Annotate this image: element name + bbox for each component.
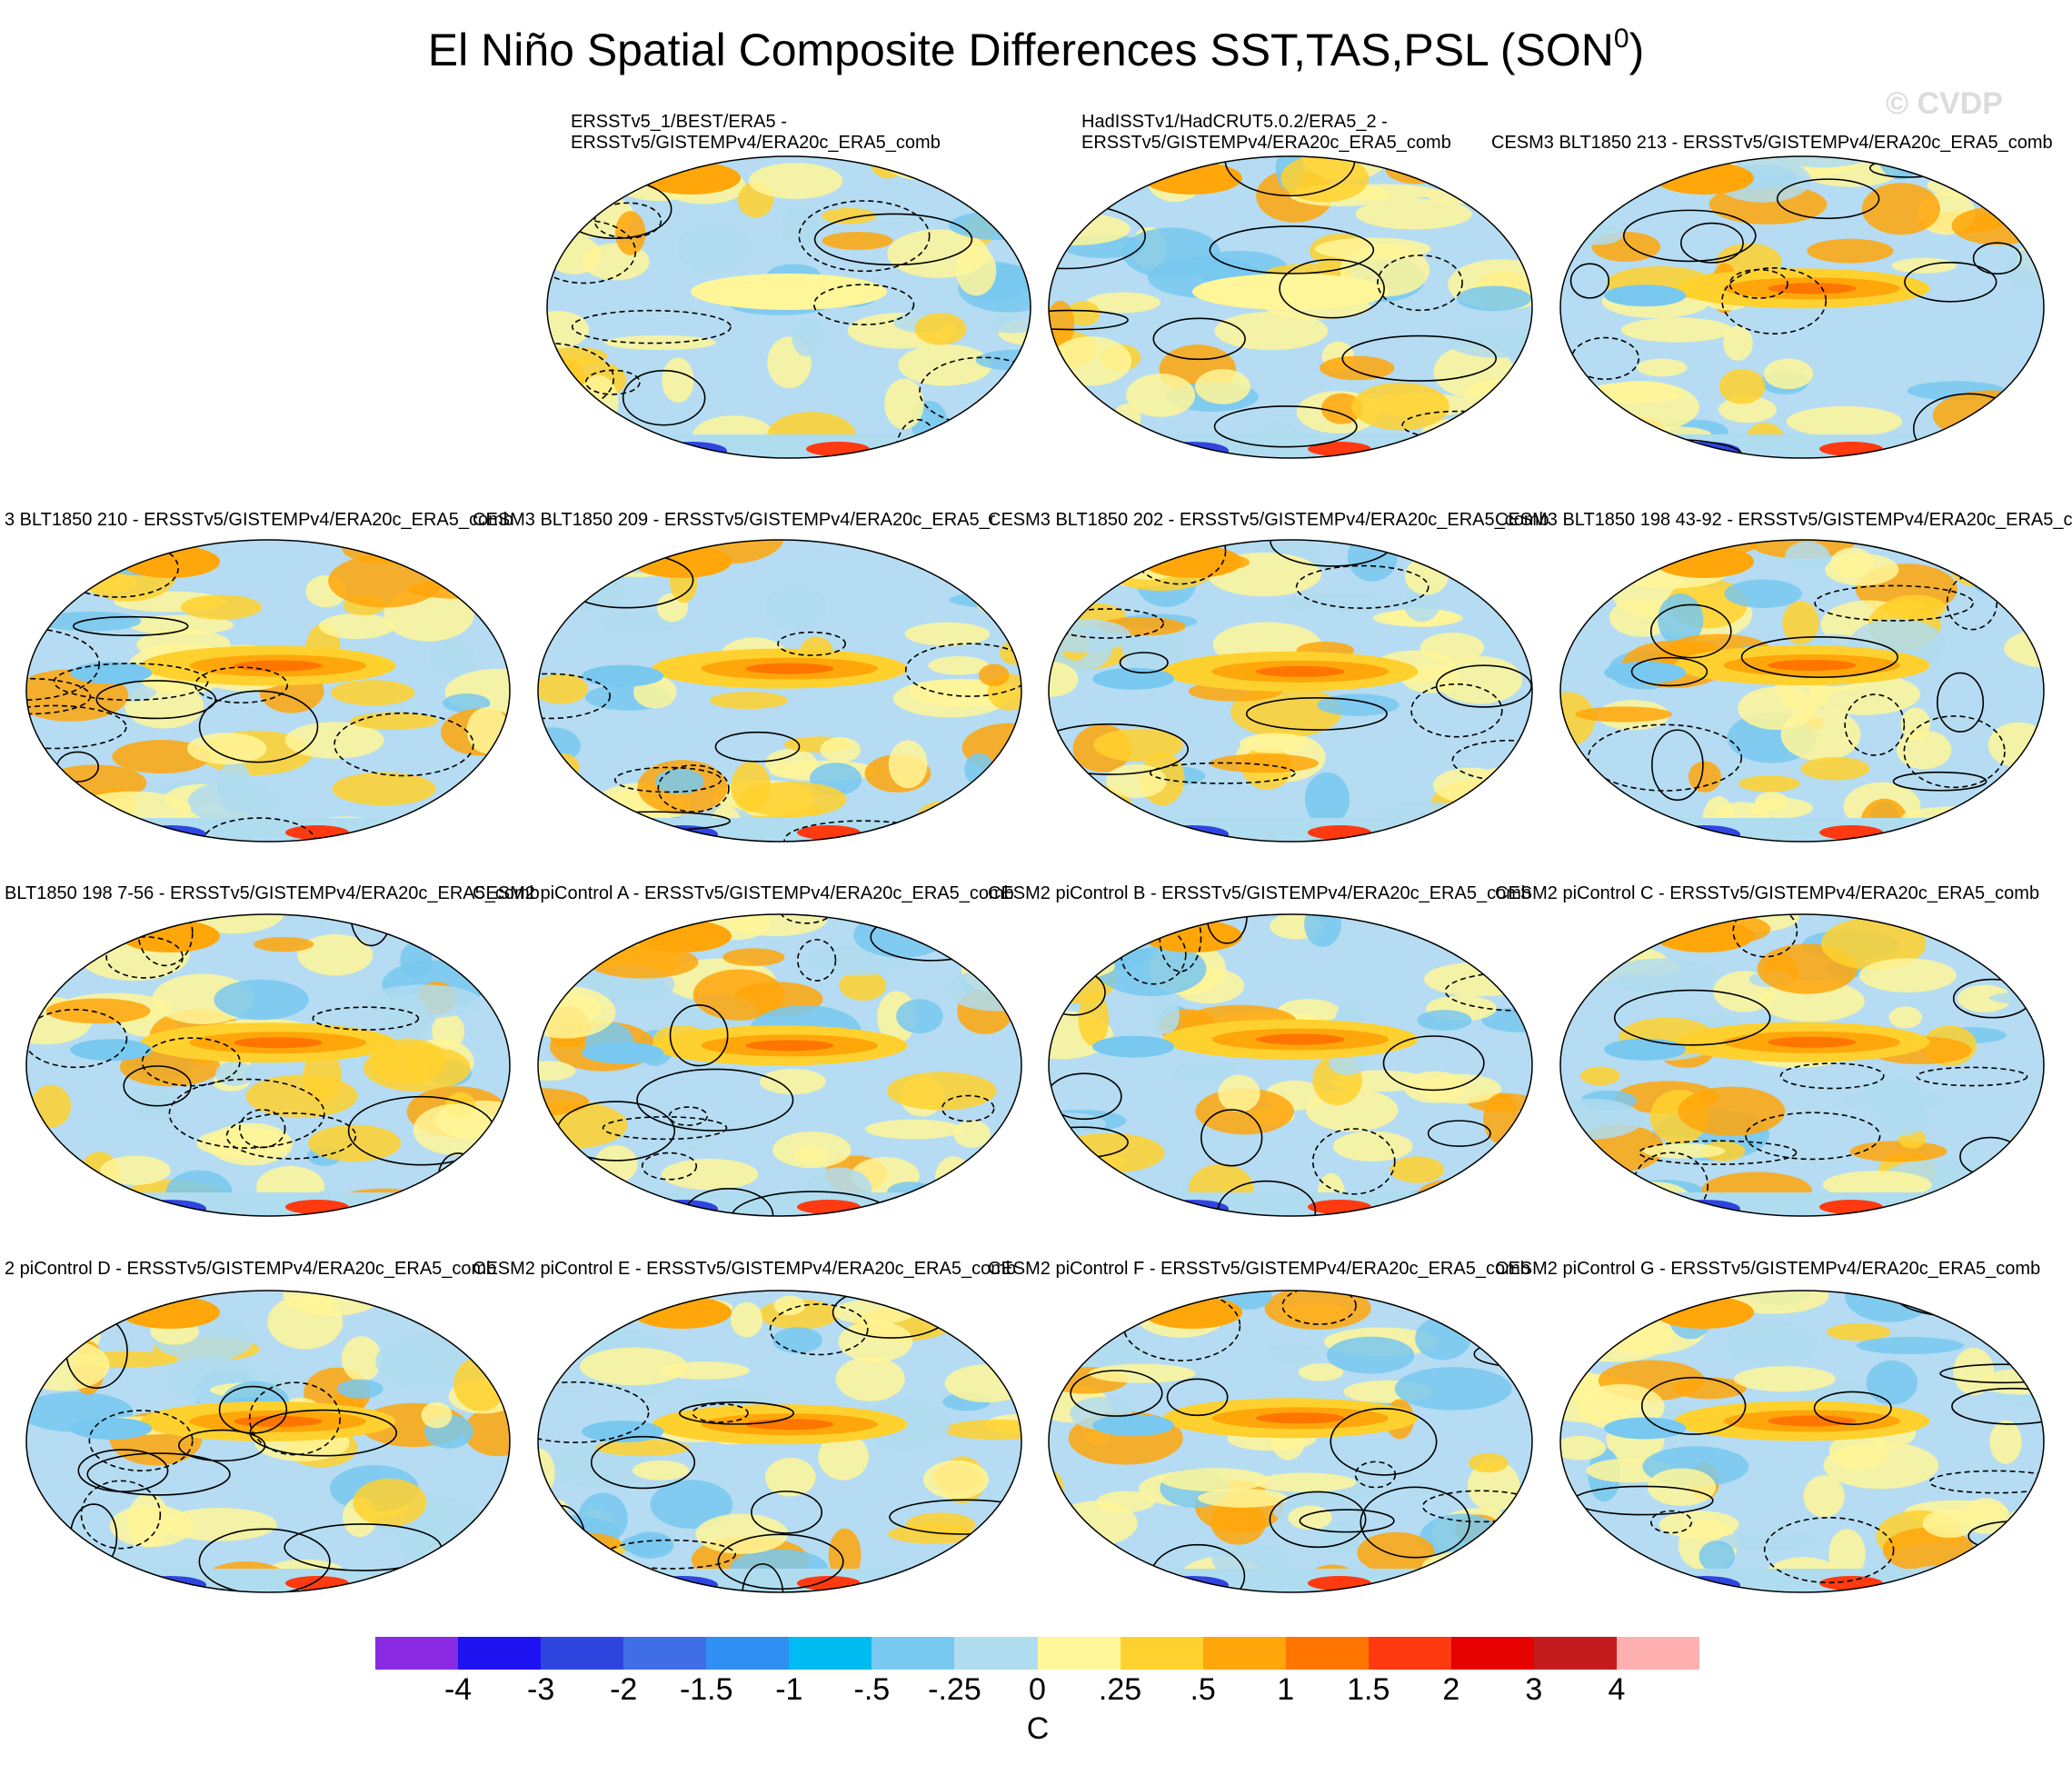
colorbar-swatch (541, 1637, 624, 1670)
panel-title-11: CESM2 piControl C - ERSSTv5/GISTEMPv4/ER… (1495, 883, 2040, 903)
colorbar-tick-label: -.25 (928, 1672, 981, 1707)
map-panel-8 (23, 911, 513, 1220)
map-panel-6 (1045, 536, 1536, 845)
panel-title-7: CESM3 BLT1850 198 43-92 - ERSSTv5/GISTEM… (1495, 510, 2072, 530)
colorbar-swatch (789, 1637, 872, 1670)
map-panel-9 (534, 911, 1025, 1220)
map-panel-5 (534, 536, 1025, 845)
map-panel-11 (1557, 911, 2047, 1220)
panel-title-15: CESM2 piControl G - ERSSTv5/GISTEMPv4/ER… (1495, 1259, 2041, 1279)
colorbar-tick-label: .25 (1098, 1672, 1142, 1707)
map-panel-13 (534, 1287, 1025, 1596)
map-panel-3 (1557, 153, 2047, 462)
colorbar-swatch (623, 1637, 707, 1670)
map-panel-12 (23, 1287, 513, 1596)
colorbar-swatch (1285, 1637, 1369, 1670)
colorbar-tick-label: 1 (1277, 1672, 1295, 1707)
panel-title-2: HadISSTv1/HadCRUT5.0.2/ERA5_2 - ERSSTv5/G… (1081, 112, 1451, 153)
colorbar-swatch (1450, 1637, 1534, 1670)
map-panel-2 (1045, 153, 1536, 462)
colorbar-tick-label: 3 (1525, 1672, 1543, 1707)
colorbar-tick-label: 2 (1442, 1672, 1460, 1707)
map-panel-10 (1045, 911, 1536, 1220)
colorbar-swatch (872, 1637, 955, 1670)
panel-title-9: CESM2 piControl A - ERSSTv5/GISTEMPv4/ER… (473, 883, 1014, 903)
figure-title: El Niño Spatial Composite Differences SS… (427, 24, 1645, 75)
colorbar (375, 1637, 1699, 1670)
map-panel-14 (1045, 1287, 1536, 1596)
colorbar-swatch (375, 1637, 459, 1670)
panel-title-1: ERSSTv5_1/BEST/ERA5 - ERSSTv5/GISTEMPv4/E… (571, 112, 941, 153)
colorbar-swatch (1533, 1637, 1617, 1670)
panel-title-3: CESM3 BLT1850 213 - ERSSTv5/GISTEMPv4/ER… (1491, 133, 2053, 153)
panel-title-10: CESM2 piControl B - ERSSTv5/GISTEMPv4/ER… (988, 883, 1531, 903)
colorbar-tick-label: -1.5 (679, 1672, 733, 1707)
colorbar-units: C (1026, 1711, 1050, 1746)
colorbar-tick-label: .5 (1190, 1672, 1216, 1707)
colorbar-swatch (1037, 1637, 1121, 1670)
colorbar-swatch (1368, 1637, 1451, 1670)
panel-title-4: 3 BLT1850 210 - ERSSTv5/GISTEMPv4/ERA20c… (5, 510, 513, 530)
colorbar-swatch (1202, 1637, 1286, 1670)
panel-title-8: BLT1850 198 7-56 - ERSSTv5/GISTEMPv4/ERA… (5, 883, 540, 903)
colorbar-swatch (1120, 1637, 1203, 1670)
colorbar-swatch (954, 1637, 1038, 1670)
colorbar-tick-label: -1 (775, 1672, 803, 1707)
panel-title-13: CESM2 piControl E - ERSSTv5/GISTEMPv4/ER… (473, 1259, 1016, 1279)
colorbar-tick-label: 0 (1029, 1672, 1046, 1707)
cvdp-watermark: © CVDP (1886, 86, 2003, 121)
colorbar-swatch (706, 1637, 790, 1670)
panel-title-6: CESM3 BLT1850 202 - ERSSTv5/GISTEMPv4/ER… (988, 510, 1549, 530)
colorbar-tick-label: 1.5 (1347, 1672, 1390, 1707)
colorbar-swatch (1616, 1637, 1699, 1670)
map-panel-1 (543, 153, 1034, 462)
map-panel-15 (1557, 1287, 2047, 1596)
map-panel-4 (23, 536, 513, 845)
colorbar-tick-label: -.5 (853, 1672, 891, 1707)
colorbar-tick-label: -2 (610, 1672, 638, 1707)
colorbar-tick-label: -3 (527, 1672, 555, 1707)
panel-title-12: 2 piControl D - ERSSTv5/GISTEMPv4/ERA20c… (5, 1259, 497, 1279)
colorbar-tick-label: -4 (443, 1672, 473, 1707)
panel-title-14: CESM2 piControl F - ERSSTv5/GISTEMPv4/ER… (988, 1259, 1530, 1279)
panel-title-5: CESM3 BLT1850 209 - ERSSTv5/GISTEMPv4/ER… (473, 510, 995, 530)
colorbar-tick-label: 4 (1608, 1672, 1626, 1707)
map-panel-7 (1557, 536, 2047, 845)
colorbar-swatch (458, 1637, 542, 1670)
